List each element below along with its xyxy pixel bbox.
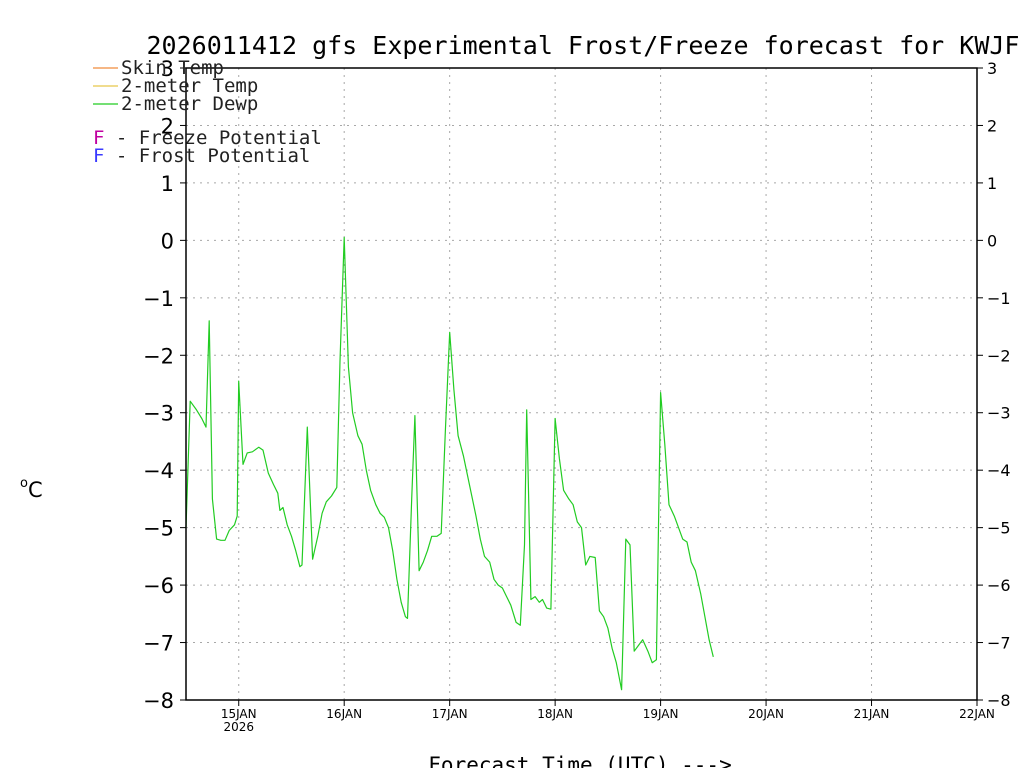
plot-frame <box>185 67 978 701</box>
y-tick-label-left: −6 <box>143 574 174 598</box>
y-axis-label-degree: o <box>20 476 28 491</box>
y-tick-label-left: 3 <box>161 57 174 81</box>
y-tick-label-left: −3 <box>143 402 174 426</box>
y-tick-label-right: −6 <box>987 576 1011 595</box>
annotation-text: - Freeze Potential <box>104 127 321 149</box>
x-tick-sublabel: 2026 <box>223 720 254 734</box>
y-axis-right-ticks: −8 −7 −6 −5 −4 −3 −2 −1 0 1 2 3 <box>977 59 1011 710</box>
chart-title: 2026011412 gfs Experimental Frost/Freeze… <box>147 31 1020 60</box>
annotation-marker: F <box>93 127 104 149</box>
legend-label: Skin Temp <box>121 57 224 79</box>
x-tick-label: 20JAN <box>748 707 784 721</box>
y-tick-label-right: −7 <box>987 634 1011 653</box>
y-tick-label-right: −5 <box>987 519 1011 538</box>
y-axis-label-unit: C <box>28 478 43 502</box>
y-tick-label-left: 0 <box>161 229 174 253</box>
y-tick-label-left: −7 <box>143 632 174 656</box>
legend-label: 2-meter Temp <box>121 75 258 97</box>
y-tick-label-left: −5 <box>143 517 174 541</box>
x-axis-label: Forecast Time (UTC) ---> <box>428 753 731 768</box>
x-tick-label: 22JAN <box>959 707 995 721</box>
x-tick-label: 21JAN <box>854 707 890 721</box>
annotation-marker: F <box>93 145 104 167</box>
x-tick-label: 17JAN <box>432 707 468 721</box>
annotation: F - Frost Potential <box>93 145 310 167</box>
y-tick-label-left: −4 <box>143 459 174 483</box>
y-axis-left-ticks: −8 −7 −6 −5 −4 −3 −2 −1 0 1 2 3 <box>143 57 186 713</box>
y-tick-label-left: 2 <box>161 114 174 138</box>
x-tick-label: 18JAN <box>537 707 573 721</box>
y-tick-label-right: −1 <box>987 289 1011 308</box>
y-tick-label-left: −8 <box>143 689 174 713</box>
annotation-text: - Frost Potential <box>104 145 310 167</box>
y-tick-label-right: 3 <box>987 59 997 78</box>
y-tick-label-right: 2 <box>987 116 997 135</box>
y-axis-label: oC <box>20 476 43 502</box>
legend-label: 2-meter Dewp <box>121 93 258 115</box>
annotation: F - Freeze Potential <box>93 127 322 149</box>
x-tick-label: 15JAN <box>221 707 257 721</box>
y-tick-label-left: −2 <box>143 344 174 368</box>
y-tick-label-right: 1 <box>987 174 997 193</box>
x-tick-label: 16JAN <box>326 707 362 721</box>
y-tick-label-right: −4 <box>987 461 1011 480</box>
x-tick-label: 19JAN <box>643 707 679 721</box>
y-tick-label-right: −8 <box>987 691 1011 710</box>
y-tick-label-right: −3 <box>987 404 1011 423</box>
y-tick-label-left: −1 <box>143 287 174 311</box>
series-lines <box>185 236 714 691</box>
y-tick-label-right: 0 <box>987 231 997 250</box>
series-line-dewpoint <box>185 236 714 691</box>
y-tick-label-left: 1 <box>161 172 174 196</box>
y-tick-label-right: −2 <box>987 346 1011 365</box>
